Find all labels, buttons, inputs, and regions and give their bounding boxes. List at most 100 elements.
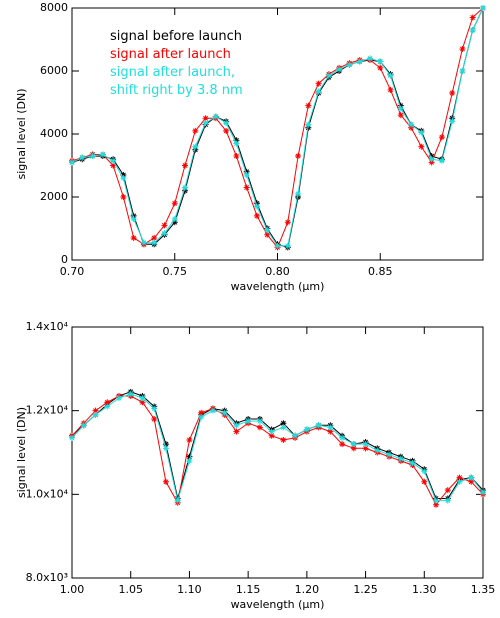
data-point	[151, 234, 158, 241]
data-point	[268, 428, 275, 435]
data-point	[428, 156, 435, 163]
y-tick-label: 6000	[40, 64, 68, 77]
data-point	[305, 102, 312, 109]
data-point	[438, 134, 445, 141]
y-tick-label: 2000	[40, 190, 68, 203]
data-point	[171, 216, 178, 223]
data-point	[366, 55, 373, 62]
data-point	[428, 159, 435, 166]
data-point	[69, 159, 75, 166]
data-point	[350, 445, 357, 452]
data-point	[110, 157, 117, 164]
data-point	[192, 146, 199, 153]
data-point	[268, 432, 275, 439]
data-point	[171, 200, 178, 207]
data-point	[161, 222, 168, 229]
data-point	[162, 478, 169, 485]
data-point	[469, 14, 476, 21]
data-point	[89, 153, 96, 160]
data-point	[192, 143, 199, 150]
data-point	[480, 489, 486, 496]
y-tick-label: 1.0x10⁴	[26, 487, 69, 500]
data-point	[233, 428, 240, 435]
x-axis-label: wavelength (μm)	[231, 598, 325, 611]
data-point	[387, 86, 394, 93]
data-point	[99, 151, 106, 158]
data-point	[284, 219, 291, 226]
data-point	[350, 441, 357, 448]
data-point	[151, 239, 158, 246]
data-point	[186, 457, 193, 464]
data-point	[245, 418, 252, 425]
x-tick-label: 1.20	[295, 583, 320, 596]
x-tick-label: 1.00	[60, 583, 85, 596]
y-axis-label: signal level (DN)	[15, 407, 28, 498]
legend-entry: signal before launch	[110, 29, 242, 44]
data-point	[387, 72, 394, 79]
y-tick-label: 1.2x10⁴	[26, 404, 69, 417]
x-tick-label: 1.15	[236, 583, 261, 596]
data-point	[305, 121, 312, 128]
data-point	[79, 154, 86, 161]
data-point	[192, 127, 199, 134]
data-point	[171, 219, 178, 226]
data-point	[162, 441, 169, 448]
x-tick-label: 0.80	[265, 265, 290, 278]
plot-frame	[71, 326, 484, 579]
data-point	[130, 212, 137, 219]
series-line	[71, 391, 484, 499]
data-point	[127, 390, 134, 397]
data-point	[327, 428, 334, 435]
data-point	[256, 424, 263, 431]
data-point	[161, 230, 168, 237]
data-point	[327, 424, 334, 431]
y-tick-label: 4000	[40, 127, 68, 140]
data-point	[295, 194, 302, 200]
data-point	[233, 422, 240, 429]
data-point	[186, 453, 193, 460]
data-point	[233, 140, 240, 147]
data-point	[295, 153, 302, 160]
data-point	[223, 119, 230, 126]
data-point	[174, 497, 181, 504]
data-point	[377, 64, 384, 71]
data-point	[421, 478, 428, 485]
data-point	[92, 411, 99, 418]
data-point	[468, 478, 475, 485]
data-point	[444, 497, 451, 504]
data-point	[397, 455, 404, 462]
data-point	[115, 395, 122, 402]
data-point	[243, 184, 250, 191]
data-point	[186, 436, 193, 443]
data-point	[315, 80, 322, 87]
data-point	[202, 115, 209, 122]
x-axis-label: wavelength (μm)	[231, 280, 325, 293]
data-point	[264, 231, 271, 238]
data-point	[438, 157, 445, 164]
data-point	[198, 413, 205, 420]
series-line	[71, 393, 484, 503]
data-point	[456, 478, 463, 485]
data-point	[104, 399, 111, 406]
data-point	[303, 426, 310, 433]
data-point	[139, 399, 146, 406]
y-tick-label: 8000	[40, 1, 68, 14]
data-point	[274, 242, 281, 249]
legend-entry: signal after launch	[110, 47, 231, 62]
series-line	[71, 395, 484, 506]
data-point	[408, 121, 415, 128]
data-point	[280, 420, 287, 427]
data-point	[421, 468, 428, 475]
data-point	[292, 432, 299, 439]
data-point	[418, 143, 425, 150]
y-tick-label: 8.0x10³	[26, 571, 68, 584]
data-point	[223, 127, 230, 134]
data-point	[339, 441, 346, 448]
data-point	[433, 501, 440, 508]
data-point	[243, 168, 250, 175]
data-point	[80, 422, 87, 429]
data-point	[362, 441, 369, 448]
data-point	[469, 27, 476, 34]
data-point	[468, 474, 475, 481]
data-point	[120, 175, 127, 182]
